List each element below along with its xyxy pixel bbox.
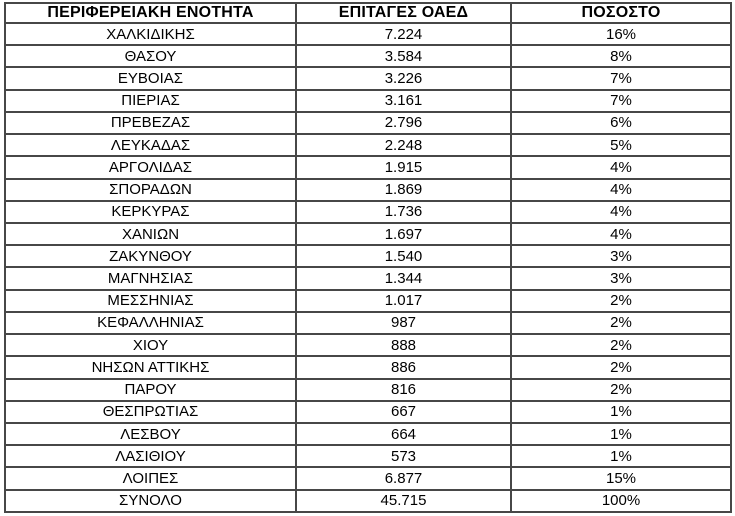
- percent-cell: 2%: [510, 333, 732, 358]
- percent-cell: 1%: [510, 444, 732, 469]
- checks-cell: 1.736: [295, 199, 512, 224]
- table-row: ΠΑΡΟΥ 816 2%: [4, 377, 732, 402]
- region-cell: ΖΑΚΥΝΘΟΥ: [4, 244, 297, 269]
- header-cell: ΠΕΡΙΦΕΡΕΙΑΚΗ ΕΝΟΤΗΤΑ: [4, 2, 297, 24]
- table-row: ΧΙΟΥ 888 2%: [4, 333, 732, 358]
- percent-cell: 6%: [510, 110, 732, 136]
- table-row: ΕΥΒΟΙΑΣ 3.226 7%: [4, 66, 732, 91]
- percent-cell: 4%: [510, 199, 732, 224]
- table-row: ΖΑΚΥΝΘΟΥ 1.540 3%: [4, 244, 732, 269]
- table-row: ΧΑΝΙΩΝ 1.697 4%: [4, 221, 732, 247]
- table-row: ΠΡΕΒΕΖΑΣ 2.796 6%: [4, 110, 732, 136]
- percent-cell: 3%: [510, 266, 732, 291]
- checks-cell: 3.226: [295, 66, 512, 91]
- percent-cell: 15%: [510, 466, 732, 491]
- checks-cell: 667: [295, 399, 512, 424]
- region-cell: ΑΡΓΟΛΙΔΑΣ: [4, 155, 297, 180]
- table-row: ΚΕΦΑΛΛΗΝΙΑΣ 987 2%: [4, 310, 732, 336]
- table-row: ΜΕΣΣΗΝΙΑΣ 1.017 2%: [4, 288, 732, 313]
- percent-cell: 4%: [510, 155, 732, 180]
- percent-cell: 4%: [510, 177, 732, 202]
- checks-cell: 3.584: [295, 44, 512, 69]
- percent-cell: 3%: [510, 244, 732, 269]
- table-row: ΛΑΣΙΘΙΟΥ 573 1%: [4, 444, 732, 469]
- checks-cell: 664: [295, 421, 512, 447]
- percent-cell: 2%: [510, 355, 732, 380]
- percent-cell: 2%: [510, 288, 732, 313]
- region-cell: ΠΙΕΡΙΑΣ: [4, 88, 297, 113]
- region-cell: ΜΑΓΝΗΣΙΑΣ: [4, 266, 297, 291]
- checks-cell: 2.248: [295, 133, 512, 158]
- checks-cell: 1.697: [295, 221, 512, 247]
- checks-cell: 888: [295, 333, 512, 358]
- checks-cell: 6.877: [295, 466, 512, 491]
- region-cell: ΠΡΕΒΕΖΑΣ: [4, 110, 297, 136]
- percent-cell: 4%: [510, 221, 732, 247]
- region-cell: ΣΠΟΡΑΔΩΝ: [4, 177, 297, 202]
- percent-cell: 5%: [510, 133, 732, 158]
- region-cell: ΧΑΛΚΙΔΙΚΗΣ: [4, 21, 297, 47]
- table-row: ΣΠΟΡΑΔΩΝ 1.869 4%: [4, 177, 732, 202]
- percent-cell: 7%: [510, 88, 732, 113]
- region-cell: ΛΕΥΚΑΔΑΣ: [4, 133, 297, 158]
- table-row: ΠΙΕΡΙΑΣ 3.161 7%: [4, 88, 732, 113]
- table-row: ΚΕΡΚΥΡΑΣ 1.736 4%: [4, 199, 732, 224]
- percent-cell: 7%: [510, 66, 732, 91]
- checks-cell: 1.540: [295, 244, 512, 269]
- region-cell: ΝΗΣΩΝ ΑΤΤΙΚΗΣ: [4, 355, 297, 380]
- checks-cell: 1.344: [295, 266, 512, 291]
- percent-cell: 16%: [510, 21, 732, 47]
- region-cell: ΛΕΣΒΟΥ: [4, 421, 297, 447]
- table-row: ΛΟΙΠΕΣ 6.877 15%: [4, 466, 732, 491]
- header-row: ΠΕΡΙΦΕΡΕΙΑΚΗ ΕΝΟΤΗΤΑ ΕΠΙΤΑΓΕΣ ΟΑΕΔ ΠΟΣΟΣΤΟ: [4, 2, 732, 24]
- checks-cell: 1.869: [295, 177, 512, 202]
- percent-cell: 2%: [510, 377, 732, 402]
- checks-cell: 2.796: [295, 110, 512, 136]
- checks-cell: 987: [295, 310, 512, 336]
- table-row: ΛΕΣΒΟΥ 664 1%: [4, 421, 732, 447]
- percent-cell: 2%: [510, 310, 732, 336]
- region-cell: ΘΕΣΠΡΩΤΙΑΣ: [4, 399, 297, 424]
- header-cell: ΕΠΙΤΑΓΕΣ ΟΑΕΔ: [295, 2, 512, 24]
- checks-cell: 3.161: [295, 88, 512, 113]
- checks-cell: 1.017: [295, 288, 512, 313]
- region-cell: ΜΕΣΣΗΝΙΑΣ: [4, 288, 297, 313]
- region-cell: ΣΥΝΟΛΟ: [4, 488, 297, 514]
- percent-cell: 100%: [510, 488, 732, 514]
- header-cell: ΠΟΣΟΣΤΟ: [510, 2, 732, 24]
- checks-cell: 45.715: [295, 488, 512, 514]
- table-body: ΧΑΛΚΙΔΙΚΗΣ 7.224 16% ΘΑΣΟΥ 3.584 8% ΕΥΒΟΙΑΣ 3.2…: [4, 21, 732, 514]
- checks-cell: 816: [295, 377, 512, 402]
- checks-cell: 573: [295, 444, 512, 469]
- percent-cell: 1%: [510, 421, 732, 447]
- checks-cell: 7.224: [295, 21, 512, 47]
- checks-cell: 886: [295, 355, 512, 380]
- percent-cell: 8%: [510, 44, 732, 69]
- table-row: ΘΕΣΠΡΩΤΙΑΣ 667 1%: [4, 399, 732, 424]
- region-cell: ΛΟΙΠΕΣ: [4, 466, 297, 491]
- table-row: ΘΑΣΟΥ 3.584 8%: [4, 44, 732, 69]
- table-row: ΧΑΛΚΙΔΙΚΗΣ 7.224 16%: [4, 21, 732, 47]
- region-cell: ΚΕΡΚΥΡΑΣ: [4, 199, 297, 224]
- checks-cell: 1.915: [295, 155, 512, 180]
- region-cell: ΠΑΡΟΥ: [4, 377, 297, 402]
- percent-cell: 1%: [510, 399, 732, 424]
- table-row: ΛΕΥΚΑΔΑΣ 2.248 5%: [4, 133, 732, 158]
- region-cell: ΧΙΟΥ: [4, 333, 297, 358]
- region-cell: ΘΑΣΟΥ: [4, 44, 297, 69]
- region-cell: ΧΑΝΙΩΝ: [4, 221, 297, 247]
- oaed-checks-table: ΠΕΡΙΦΕΡΕΙΑΚΗ ΕΝΟΤΗΤΑ ΕΠΙΤΑΓΕΣ ΟΑΕΔ ΠΟΣΟΣΤΟ…: [4, 2, 732, 514]
- table-row: ΜΑΓΝΗΣΙΑΣ 1.344 3%: [4, 266, 732, 291]
- table-row: ΝΗΣΩΝ ΑΤΤΙΚΗΣ 886 2%: [4, 355, 732, 380]
- region-cell: ΚΕΦΑΛΛΗΝΙΑΣ: [4, 310, 297, 336]
- region-cell: ΕΥΒΟΙΑΣ: [4, 66, 297, 91]
- total-row: ΣΥΝΟΛΟ 45.715 100%: [4, 488, 732, 514]
- region-cell: ΛΑΣΙΘΙΟΥ: [4, 444, 297, 469]
- table-row: ΑΡΓΟΛΙΔΑΣ 1.915 4%: [4, 155, 732, 180]
